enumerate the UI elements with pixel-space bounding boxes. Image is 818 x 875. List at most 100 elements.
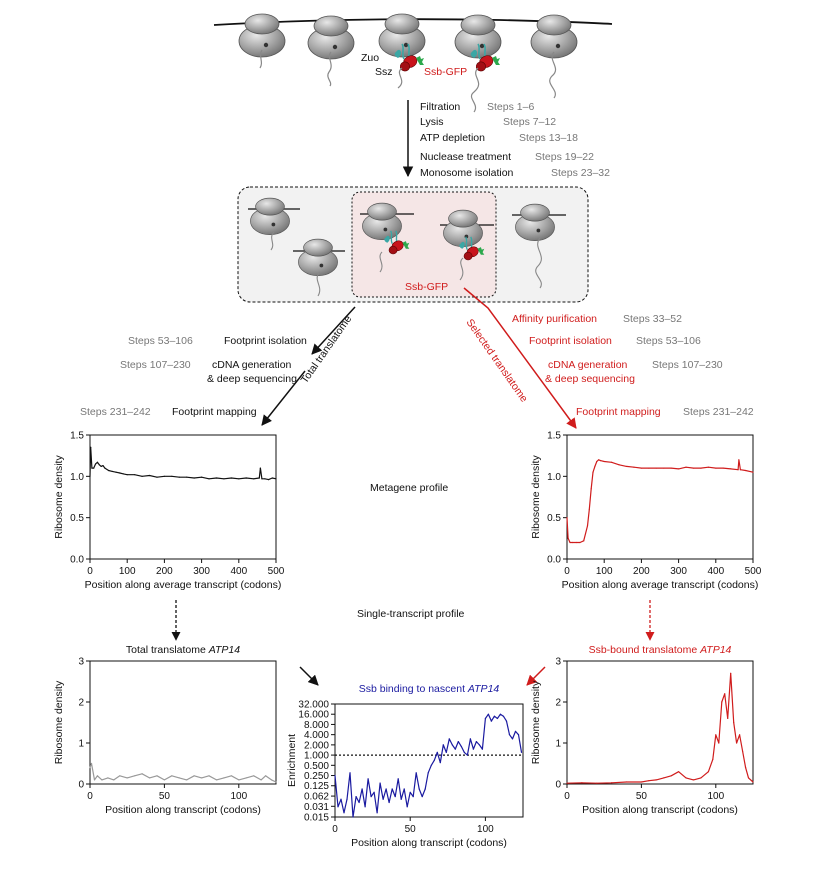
data-point	[271, 477, 273, 479]
data-point	[101, 779, 103, 781]
data-point	[633, 466, 635, 468]
data-point	[505, 720, 508, 722]
data-point	[391, 788, 393, 790]
data-point	[186, 476, 188, 478]
data-point	[588, 508, 590, 510]
data-point	[349, 772, 351, 774]
data-point	[611, 461, 613, 463]
data-point	[115, 471, 117, 473]
data-point	[409, 791, 411, 793]
step-range: Steps 7–12	[503, 116, 556, 128]
chart-title: Ssb-bound translatome ATP14	[589, 644, 732, 656]
data-point	[119, 775, 121, 777]
data-point	[245, 777, 247, 779]
data-point	[90, 762, 93, 765]
data-point	[275, 781, 277, 783]
data-point	[739, 734, 741, 736]
series-line	[89, 446, 277, 481]
data-point	[141, 475, 143, 477]
data-point	[238, 478, 240, 480]
data-point	[581, 782, 583, 784]
data-point	[156, 476, 158, 478]
single-transcript-label: Single-transcript profile	[357, 608, 465, 620]
data-point	[586, 525, 589, 527]
plot-frame	[566, 434, 754, 560]
step-range: Steps 53–106	[636, 335, 701, 347]
single-total-chart: 0 1 2 3 0 50 100 Position along transcript (cod…	[53, 644, 277, 816]
y-tick-label: 0.125	[304, 781, 329, 792]
plot-frame	[89, 660, 277, 785]
data-point	[424, 788, 426, 790]
step-range: Steps 107–230	[120, 359, 191, 371]
y-tick-label: 0.062	[304, 792, 329, 803]
data-point	[215, 779, 218, 781]
data-point	[373, 791, 375, 793]
data-point	[599, 460, 602, 462]
step-label: Footprint mapping	[172, 406, 257, 418]
series-line	[334, 713, 523, 818]
data-point	[692, 779, 695, 781]
data-point	[487, 713, 490, 715]
chart-title-text: Ssb-bound translatome	[589, 644, 700, 656]
data-point	[502, 715, 505, 717]
monosome	[512, 203, 566, 289]
data-point	[752, 781, 754, 783]
step-label: Affinity purification	[512, 313, 597, 325]
data-point	[499, 713, 502, 715]
data-point	[520, 751, 523, 754]
data-point	[91, 467, 93, 469]
data-point	[463, 751, 465, 754]
data-point	[148, 474, 151, 477]
y-tick-label: 1	[78, 739, 84, 750]
data-point	[186, 779, 188, 781]
data-point	[134, 474, 136, 476]
monosome	[360, 202, 414, 273]
data-point	[496, 717, 499, 720]
data-point	[421, 795, 423, 798]
y-tick-label: 0.0	[70, 555, 84, 566]
data-point	[253, 478, 255, 480]
x-tick-label: 0	[564, 566, 570, 577]
x-tick-label: 200	[633, 566, 650, 577]
y-tick-label: 32.000	[298, 700, 329, 711]
data-point	[678, 771, 680, 773]
data-point	[96, 461, 99, 463]
data-point	[334, 774, 336, 777]
data-point	[201, 476, 203, 478]
data-point	[744, 469, 747, 472]
y-tick-label: 0.500	[304, 761, 329, 772]
data-point	[253, 775, 255, 777]
ribosome	[530, 14, 578, 59]
data-point	[122, 473, 125, 475]
data-point	[700, 467, 702, 469]
data-point	[442, 744, 444, 746]
x-tick-label: 50	[405, 824, 417, 835]
step-label: Footprint isolation	[224, 335, 307, 347]
x-tick-label: 50	[159, 791, 171, 802]
data-point	[454, 748, 456, 750]
x-tick-label: 0	[87, 566, 93, 577]
step-range: Steps 33–52	[623, 313, 682, 325]
data-point	[722, 467, 724, 469]
data-point	[747, 777, 750, 779]
total-branch-arrow-upper	[311, 306, 356, 355]
monosome	[440, 209, 494, 281]
step-label: Nuclease treatment	[420, 151, 511, 163]
data-point	[108, 469, 110, 472]
y-tick-label: 1.000	[304, 751, 329, 762]
x-axis-label: Position along transcript (codons)	[351, 837, 507, 849]
data-point	[707, 466, 709, 468]
y-tick-label: 2	[555, 698, 561, 709]
data-point	[388, 801, 390, 804]
data-point	[264, 775, 267, 777]
step-label: & deep sequencing	[545, 373, 635, 385]
step-label: Lysis	[420, 116, 444, 128]
data-point	[566, 517, 568, 519]
data-point	[730, 672, 732, 674]
data-point	[208, 478, 210, 480]
data-point	[94, 463, 97, 465]
data-point	[230, 477, 232, 479]
data-point	[267, 479, 270, 481]
data-point	[178, 476, 180, 478]
y-tick-label: 0.015	[304, 813, 329, 824]
